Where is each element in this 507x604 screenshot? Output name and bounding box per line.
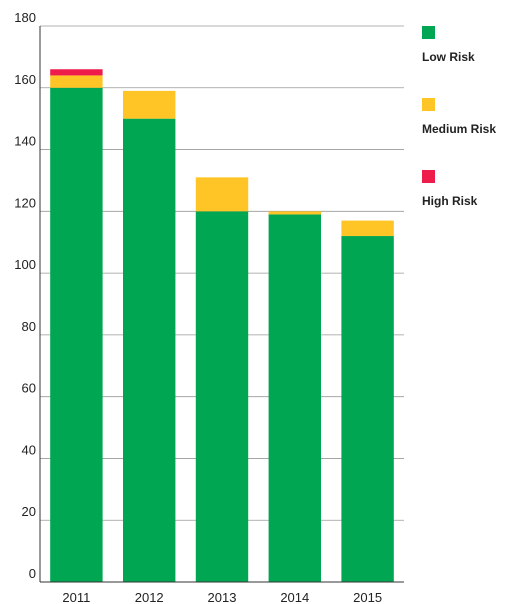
legend-swatch	[422, 170, 435, 183]
legend-item-medium-risk: Medium Risk	[422, 98, 507, 170]
y-tick-label: 40	[22, 442, 36, 457]
y-tick-label: 20	[22, 504, 36, 519]
x-tick-label: 2015	[353, 590, 382, 604]
y-tick-label: 0	[29, 566, 36, 581]
bar-2014-medium-risk	[268, 211, 322, 215]
x-tick-label: 2013	[208, 590, 237, 604]
bar-2011-medium-risk	[50, 75, 103, 88]
legend-label: Low Risk	[422, 50, 475, 64]
legend-swatch	[422, 98, 435, 111]
bar-2015-low-risk	[341, 236, 394, 583]
x-tick-label: 2014	[280, 590, 309, 604]
y-tick-label: 160	[14, 72, 36, 87]
legend-label: Medium Risk	[422, 122, 497, 136]
bar-2011-low-risk	[50, 87, 103, 583]
y-tick-label: 120	[14, 195, 36, 210]
bar-2011-high-risk	[50, 69, 103, 76]
bar-2013-low-risk	[195, 211, 249, 583]
bars	[50, 69, 394, 583]
bar-2014-low-risk	[268, 214, 322, 582]
legend-item-high-risk: High Risk	[422, 170, 507, 242]
axes	[39, 26, 404, 583]
stacked-bar-chart: 0 20 40 60 80 100 120 140 160 180 2011 2012 2013 2014…	[14, 10, 404, 604]
y-tick-label: 60	[22, 381, 36, 396]
legend-swatch	[422, 26, 435, 39]
y-tick-label: 140	[14, 134, 36, 149]
bar-2015-medium-risk	[341, 220, 394, 237]
x-tick-label: 2012	[135, 590, 164, 604]
y-tick-label: 80	[22, 319, 36, 334]
x-tick-label: 2011	[62, 590, 90, 604]
legend: Low Risk Medium Risk High Risk	[422, 26, 507, 242]
y-tick-label: 100	[14, 257, 36, 272]
bar-2012-medium-risk	[122, 90, 176, 119]
legend-label: High Risk	[422, 194, 478, 208]
bar-2012-low-risk	[122, 118, 176, 583]
y-tick-label: 180	[14, 10, 36, 25]
tick-labels: 0 20 40 60 80 100 120 140 160 180 2011 2012 2013 2014…	[14, 10, 382, 604]
bar-2013-medium-risk	[195, 177, 249, 212]
legend-item-low-risk: Low Risk	[422, 26, 507, 98]
